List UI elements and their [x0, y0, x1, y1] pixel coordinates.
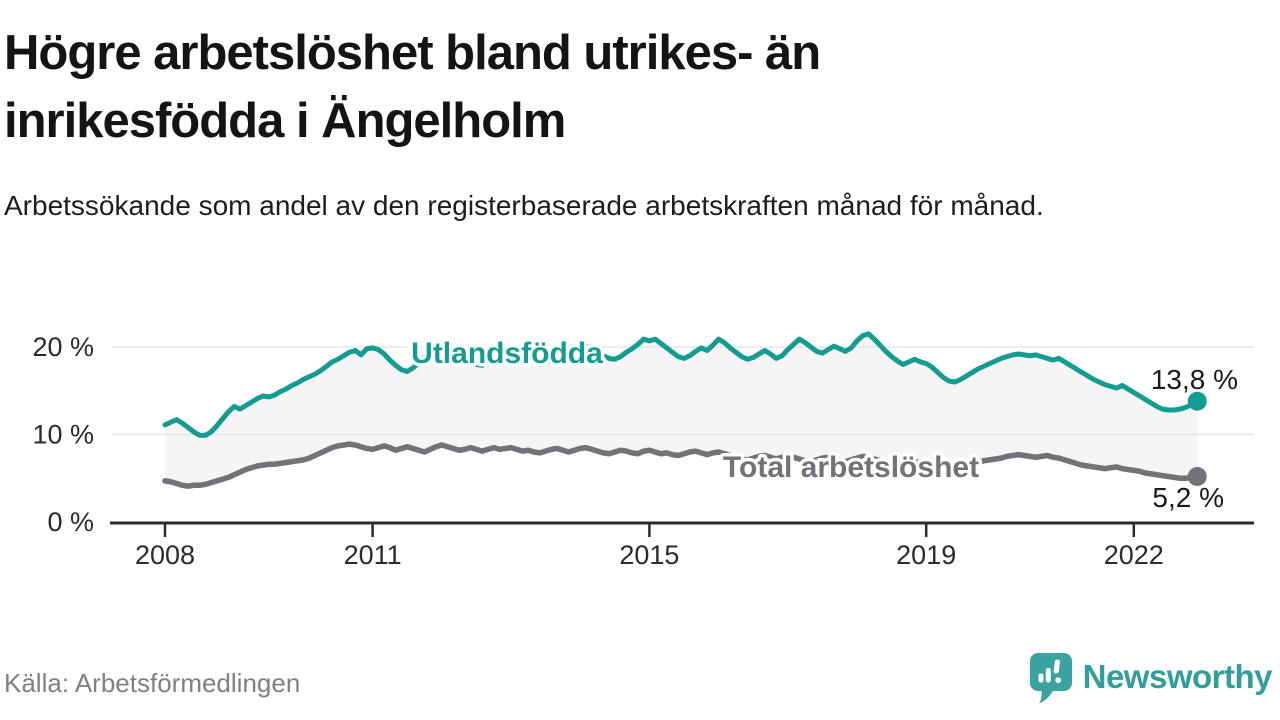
- x-axis-label-2019: 2019: [896, 540, 956, 570]
- series-end-value-total: 5,2 %: [1152, 482, 1224, 513]
- chart-subtitle: Arbetssökande som andel av den registerb…: [4, 190, 1044, 221]
- y-axis-label-0: 0 %: [47, 507, 94, 537]
- newsworthy-logo-text: Newsworthy: [1082, 658, 1273, 695]
- x-axis-label-2022: 2022: [1104, 540, 1164, 570]
- newsworthy-logo-icon: [1029, 653, 1072, 704]
- newsworthy-brand: Newsworthy: [1028, 648, 1273, 706]
- series-line-total: [162, 441, 1200, 489]
- page-title: Högre arbetslöshet bland utrikes- än inr…: [4, 26, 821, 148]
- x-axis-label-2011: 2011: [344, 540, 402, 570]
- series-end-dot-foreign: [1187, 391, 1207, 411]
- x-axis-label-2008: 2008: [135, 540, 195, 570]
- source-note: Källa: Arbetsförmedlingen: [4, 668, 301, 698]
- between-series-fill: [165, 333, 1198, 487]
- series-line-foreign: [162, 331, 1200, 438]
- x-axis-label-2015: 2015: [619, 540, 679, 570]
- series-end-dot-total: [1187, 467, 1207, 486]
- series-inline-label-total: Total arbetslöshet: [723, 451, 979, 484]
- series-inline-label-foreign: Utlandsfödda: [411, 337, 603, 370]
- y-axis-label-20: 20 %: [32, 332, 94, 362]
- y-axis-label-10: 10 %: [32, 420, 94, 450]
- series-end-value-foreign: 13,8 %: [1151, 364, 1238, 395]
